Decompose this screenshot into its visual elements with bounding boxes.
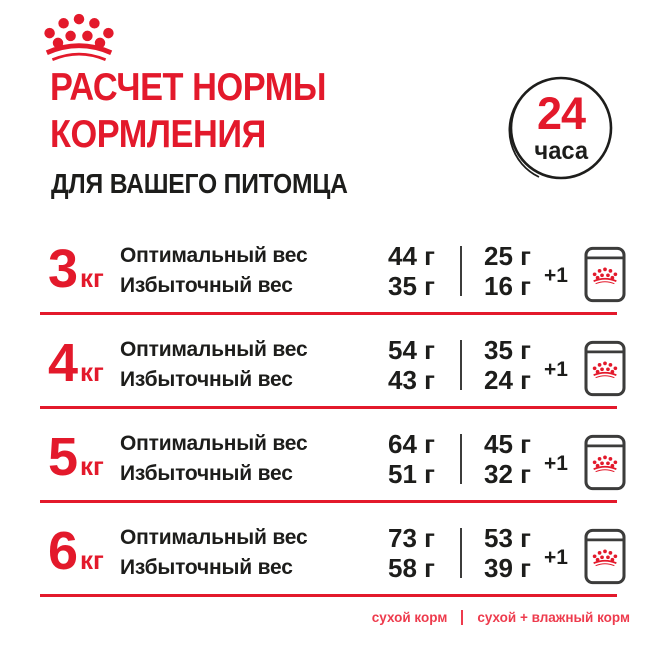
royal-canin-crown-icon bbox=[44, 12, 114, 64]
weight-unit: кг bbox=[80, 357, 104, 387]
plus-one-label: +1 bbox=[544, 545, 568, 569]
feeding-table: 3 кг Оптимальный вес Избыточный вес 44 г… bbox=[40, 221, 617, 597]
weight-value: 5 bbox=[48, 427, 79, 487]
weight-value: 3 bbox=[48, 239, 79, 299]
table-row: 5 кг Оптимальный вес Избыточный вес 64 г… bbox=[40, 409, 617, 503]
24h-badge: 24 часа bbox=[503, 74, 615, 186]
dry-value-overweight: 35 г bbox=[388, 270, 435, 301]
badge-hours-value: 24 bbox=[536, 88, 586, 139]
mixed-value-optimal: 25 г bbox=[484, 240, 531, 271]
column-divider bbox=[460, 245, 462, 296]
weight-label: 6 кг bbox=[48, 521, 120, 581]
wet-food-pouch-icon bbox=[584, 246, 626, 303]
page-subtitle: ДЛЯ ВАШЕГО ПИТОМЦА bbox=[51, 168, 348, 199]
weight-label: 4 кг bbox=[48, 333, 120, 393]
mixed-value-optimal: 45 г bbox=[484, 428, 531, 459]
wet-food-pouch-icon bbox=[584, 340, 626, 397]
row-label-overweight: Избыточный вес bbox=[120, 273, 293, 297]
column-divider bbox=[460, 339, 462, 390]
weight-value: 6 bbox=[48, 521, 79, 581]
weight-unit: кг bbox=[80, 545, 104, 575]
column-divider bbox=[460, 527, 462, 578]
dry-value-overweight: 43 г bbox=[388, 364, 435, 395]
table-row: 6 кг Оптимальный вес Избыточный вес 73 г… bbox=[40, 503, 617, 597]
table-row: 3 кг Оптимальный вес Избыточный вес 44 г… bbox=[40, 221, 617, 315]
weight-value: 4 bbox=[48, 333, 79, 393]
mixed-value-overweight: 32 г bbox=[484, 458, 531, 489]
title-line-1: РАСЧЕТ НОРМЫ bbox=[50, 66, 327, 109]
dry-value-optimal: 54 г bbox=[388, 334, 435, 365]
plus-one-label: +1 bbox=[544, 357, 568, 381]
weight-label: 5 кг bbox=[48, 427, 120, 487]
row-label-optimal: Оптимальный вес bbox=[120, 525, 308, 549]
plus-one-label: +1 bbox=[544, 263, 568, 287]
wet-food-pouch-icon bbox=[584, 434, 626, 491]
plus-one-label: +1 bbox=[544, 451, 568, 475]
row-label-overweight: Избыточный вес bbox=[120, 461, 293, 485]
legend-mixed-label: сухой + влажный корм bbox=[477, 610, 630, 625]
mixed-value-overweight: 39 г bbox=[484, 552, 531, 583]
legend-divider bbox=[461, 610, 464, 625]
dry-value-overweight: 58 г bbox=[388, 552, 435, 583]
food-type-legend: сухой корм сухой + влажный корм bbox=[372, 610, 630, 625]
row-label-overweight: Избыточный вес bbox=[120, 367, 293, 391]
row-label-overweight: Избыточный вес bbox=[120, 555, 293, 579]
wet-food-pouch-icon bbox=[584, 528, 626, 585]
dry-value-optimal: 64 г bbox=[388, 428, 435, 459]
page-title: РАСЧЕТ НОРМЫ КОРМЛЕНИЯ bbox=[50, 64, 327, 158]
title-line-2: КОРМЛЕНИЯ bbox=[50, 113, 266, 156]
mixed-value-optimal: 53 г bbox=[484, 522, 531, 553]
row-label-optimal: Оптимальный вес bbox=[120, 243, 308, 267]
row-label-optimal: Оптимальный вес bbox=[120, 337, 308, 361]
mixed-value-overweight: 16 г bbox=[484, 270, 531, 301]
dry-value-optimal: 44 г bbox=[388, 240, 435, 271]
column-divider bbox=[460, 433, 462, 484]
weight-unit: кг bbox=[80, 263, 104, 293]
dry-value-overweight: 51 г bbox=[388, 458, 435, 489]
sketch-circle-icon bbox=[508, 76, 613, 180]
row-label-optimal: Оптимальный вес bbox=[120, 431, 308, 455]
mixed-value-overweight: 24 г bbox=[484, 364, 531, 395]
badge-hours-unit: часа bbox=[534, 137, 588, 165]
dry-value-optimal: 73 г bbox=[388, 522, 435, 553]
legend-dry-label: сухой корм bbox=[371, 610, 448, 625]
weight-label: 3 кг bbox=[48, 239, 120, 299]
mixed-value-optimal: 35 г bbox=[484, 334, 531, 365]
table-row: 4 кг Оптимальный вес Избыточный вес 54 г… bbox=[40, 315, 617, 409]
weight-unit: кг bbox=[80, 451, 104, 481]
